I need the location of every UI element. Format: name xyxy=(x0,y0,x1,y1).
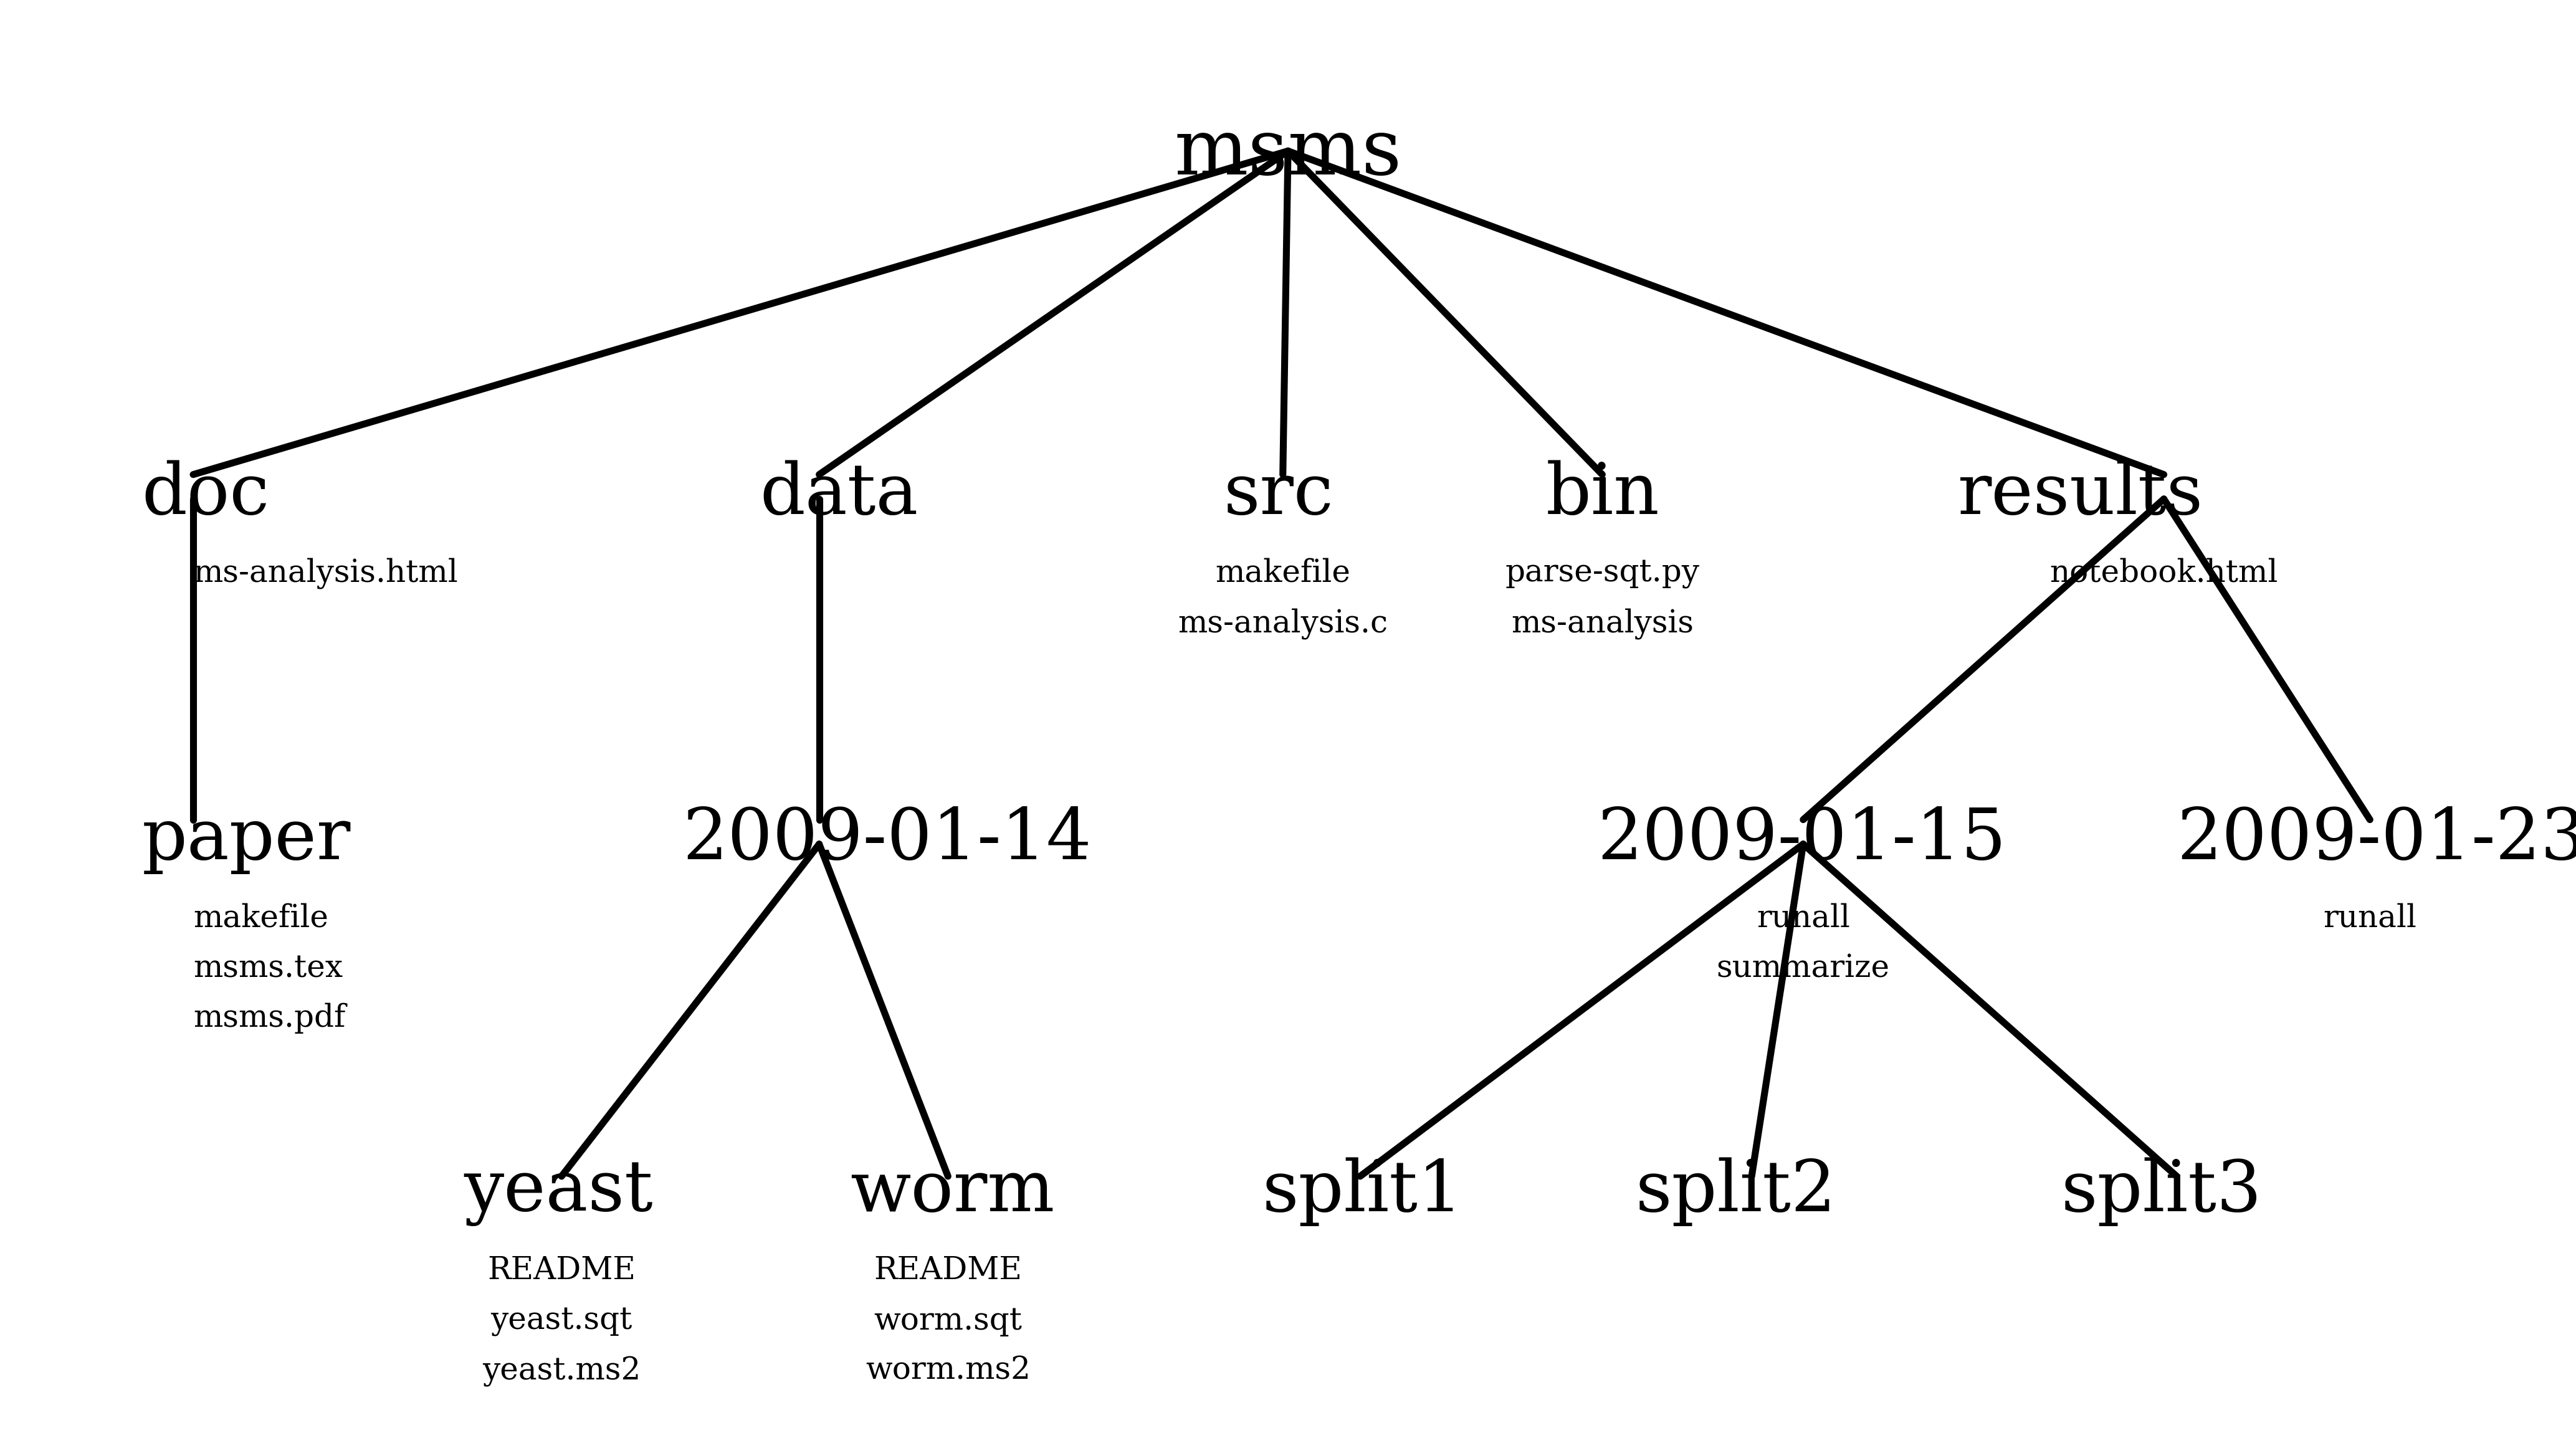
Text: ms-analysis.html: ms-analysis.html xyxy=(193,558,459,590)
Text: runall: runall xyxy=(2324,903,2416,933)
Text: data: data xyxy=(760,460,920,529)
Text: doc: doc xyxy=(142,460,270,529)
Text: 2009-01-23: 2009-01-23 xyxy=(2177,805,2576,874)
Text: paper: paper xyxy=(142,805,350,874)
Text: src: src xyxy=(1224,460,1334,529)
Text: makefile
ms-analysis.c: makefile ms-analysis.c xyxy=(1177,558,1388,638)
Text: makefile
msms.tex
msms.pdf: makefile msms.tex msms.pdf xyxy=(193,903,345,1034)
Text: split2: split2 xyxy=(1636,1158,1837,1227)
Text: worm: worm xyxy=(850,1158,1054,1227)
Text: results: results xyxy=(1958,460,2202,529)
Text: README
worm.sqt
worm.ms2: README worm.sqt worm.ms2 xyxy=(866,1255,1030,1386)
Text: 2009-01-14: 2009-01-14 xyxy=(683,805,1092,874)
Text: msms: msms xyxy=(1175,115,1401,190)
Text: split1: split1 xyxy=(1262,1158,1463,1227)
Text: README
yeast.sqt
yeast.ms2: README yeast.sqt yeast.ms2 xyxy=(482,1255,641,1386)
Text: yeast: yeast xyxy=(464,1158,652,1227)
Text: parse-sqt.py
ms-analysis: parse-sqt.py ms-analysis xyxy=(1504,558,1700,638)
Text: split3: split3 xyxy=(2061,1158,2262,1227)
Text: bin: bin xyxy=(1546,460,1659,529)
Text: notebook.html: notebook.html xyxy=(2050,558,2277,588)
Text: 2009-01-15: 2009-01-15 xyxy=(1597,805,2007,874)
Text: runall
summarize: runall summarize xyxy=(1716,903,1891,984)
